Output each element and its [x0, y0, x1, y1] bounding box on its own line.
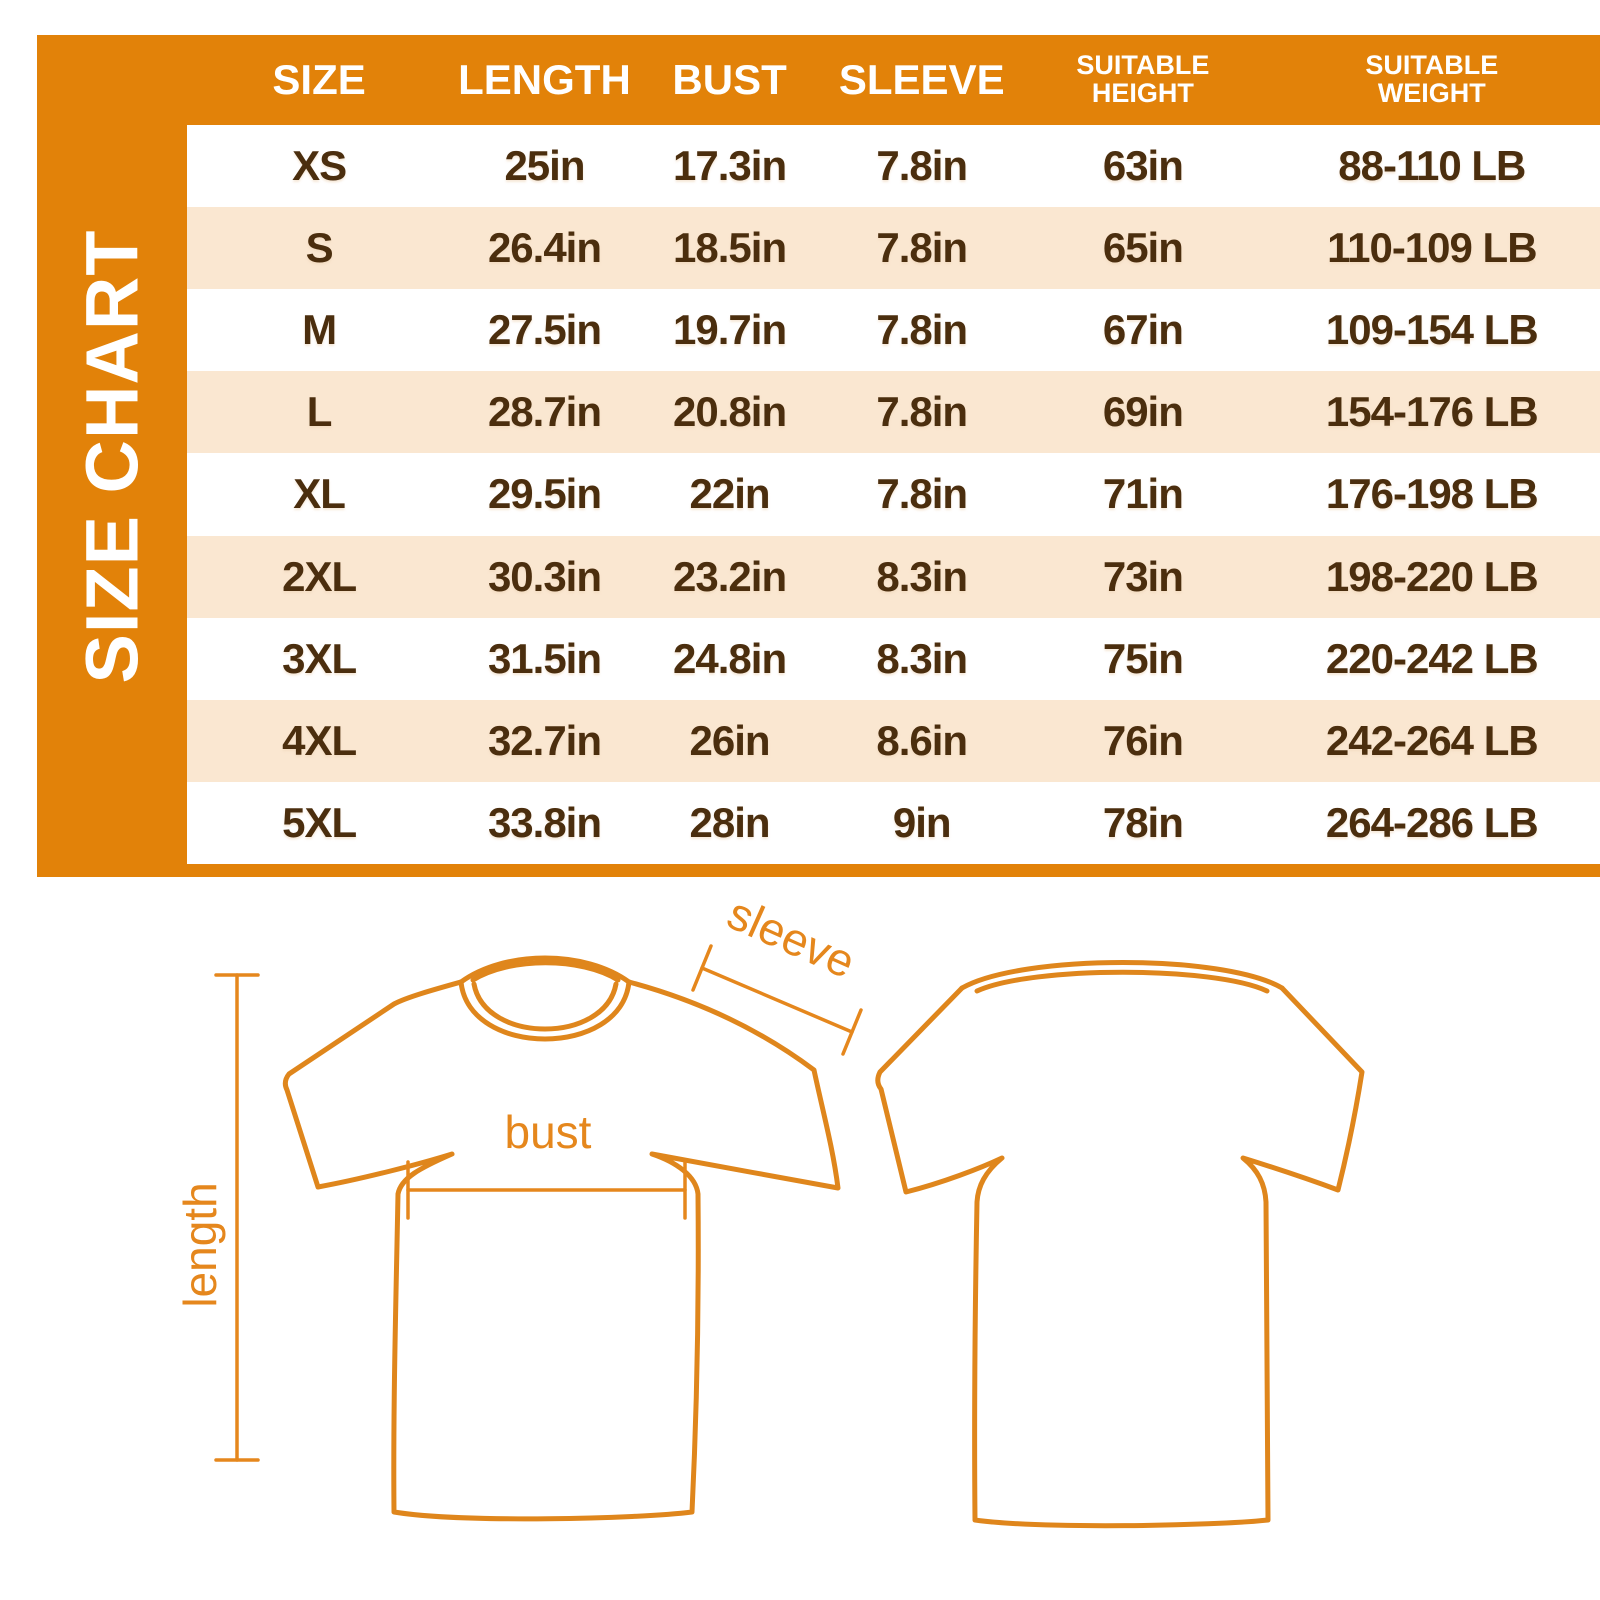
- column-header-suitable-height: SUITABLE HEIGHT: [1022, 52, 1264, 107]
- cell-sleeve: 8.6in: [876, 716, 968, 764]
- cell-bust: 17.3in: [673, 142, 787, 190]
- table-header-row: SIZE LENGTH BUST SLEEVE SUITABLE HEIGHT …: [187, 35, 1600, 125]
- cell-length: 31.5in: [487, 634, 602, 682]
- cell-length: 25in: [504, 142, 585, 190]
- tshirt-front-diagram: [282, 955, 841, 1522]
- cell-height: 69in: [1102, 388, 1184, 436]
- cell-weight: 220-242 LB: [1325, 634, 1539, 682]
- length-label: length: [174, 1182, 226, 1307]
- column-header-label: SUITABLE: [1365, 50, 1499, 81]
- sleeve-label: sleeve: [720, 900, 863, 988]
- table-row-s: S 26.4in 18.5in 7.8in 65in 110-109 LB: [187, 207, 1600, 290]
- cell-bust: 18.5in: [673, 224, 787, 272]
- cell-length: 26.4in: [487, 224, 602, 272]
- cell-size: 5XL: [282, 798, 357, 846]
- cell-sleeve: 7.8in: [876, 306, 968, 354]
- column-header-label: SUITABLE: [1076, 50, 1210, 81]
- cell-sleeve: 7.8in: [876, 224, 968, 272]
- table-row-l: L 28.7in 20.8in 7.8in 69in 154-176 LB: [187, 371, 1600, 454]
- cell-length: 29.5in: [487, 470, 602, 518]
- cell-sleeve: 9in: [892, 798, 952, 846]
- column-header-length: LENGTH: [451, 55, 638, 103]
- table-row-xs: XS 25in 17.3in 7.8in 63in 88-110 LB: [187, 125, 1600, 208]
- cell-height: 63in: [1102, 142, 1184, 190]
- cell-size: 4XL: [282, 716, 357, 764]
- column-header-label: SLEEVE: [838, 55, 1005, 103]
- cell-size: M: [302, 306, 337, 354]
- cell-weight: 154-176 LB: [1325, 388, 1539, 436]
- column-header-sleeve: SLEEVE: [821, 55, 1022, 103]
- cell-sleeve: 7.8in: [876, 388, 968, 436]
- cell-sleeve: 8.3in: [876, 552, 968, 600]
- column-header-label: SIZE: [272, 55, 366, 103]
- table-row-2xl: 2XL 30.3in 23.2in 8.3in 73in 198-220 LB: [187, 535, 1600, 618]
- cell-bust: 23.2in: [673, 552, 787, 600]
- cell-height: 75in: [1102, 634, 1184, 682]
- cell-length: 30.3in: [487, 552, 602, 600]
- size-chart-table: SIZE CHART SIZE LENGTH BUST SLEEVE SUITA…: [37, 35, 1600, 877]
- cell-size: 3XL: [282, 634, 357, 682]
- cell-bust: 22in: [689, 470, 771, 518]
- size-chart-sidebar: SIZE CHART: [37, 35, 187, 877]
- cell-sleeve: 7.8in: [876, 142, 968, 190]
- column-header-label: HEIGHT: [1091, 78, 1194, 108]
- table-row-5xl: 5XL 33.8in 28in 9in 78in 264-286 LB: [187, 781, 1600, 864]
- cell-bust: 26in: [689, 716, 771, 764]
- cell-weight: 109-154 LB: [1325, 306, 1539, 354]
- cell-weight: 110-109 LB: [1327, 224, 1537, 272]
- cell-bust: 19.7in: [673, 306, 787, 354]
- cell-weight: 198-220 LB: [1325, 552, 1539, 600]
- cell-height: 76in: [1102, 716, 1184, 764]
- cell-size: L: [306, 388, 333, 436]
- cell-weight: 264-286 LB: [1325, 798, 1539, 846]
- cell-size: XL: [293, 470, 346, 518]
- sidebar-title: SIZE CHART: [70, 229, 154, 683]
- cell-bust: 28in: [689, 798, 771, 846]
- cell-bust: 20.8in: [673, 388, 787, 436]
- column-header-label: LENGTH: [458, 55, 631, 103]
- column-header-bust: BUST: [638, 55, 822, 103]
- cell-bust: 24.8in: [673, 634, 787, 682]
- cell-height: 67in: [1102, 306, 1184, 354]
- cell-length: 33.8in: [487, 798, 602, 846]
- cell-size: 2XL: [282, 552, 357, 600]
- cell-size: S: [305, 224, 334, 272]
- cell-weight: 176-198 LB: [1325, 470, 1539, 518]
- table-row-4xl: 4XL 32.7in 26in 8.6in 76in 242-264 LB: [187, 699, 1600, 782]
- column-header-label: WEIGHT: [1377, 78, 1486, 108]
- cell-weight: 242-264 LB: [1325, 716, 1539, 764]
- cell-sleeve: 7.8in: [876, 470, 968, 518]
- bust-label: bust: [505, 1106, 592, 1158]
- tshirt-back-diagram: [875, 960, 1365, 1529]
- bust-measure: bust: [406, 1106, 687, 1220]
- cell-height: 73in: [1102, 552, 1184, 600]
- table-main: SIZE LENGTH BUST SLEEVE SUITABLE HEIGHT …: [187, 35, 1600, 864]
- cell-length: 32.7in: [487, 716, 602, 764]
- table-row-m: M 27.5in 19.7in 7.8in 67in 109-154 LB: [187, 289, 1600, 372]
- column-header-label: BUST: [672, 55, 787, 103]
- cell-length: 28.7in: [487, 388, 602, 436]
- cell-length: 27.5in: [487, 306, 602, 354]
- column-header-size: SIZE: [187, 55, 451, 103]
- tshirt-measure-diagram: length bust sleeve: [174, 900, 1365, 1529]
- cell-size: XS: [292, 142, 347, 190]
- table-body: XS 25in 17.3in 7.8in 63in 88-110 LB S 26…: [187, 125, 1600, 864]
- table-row-3xl: 3XL 31.5in 24.8in 8.3in 75in 220-242 LB: [187, 617, 1600, 700]
- length-measure: length: [174, 973, 260, 1462]
- cell-weight: 88-110 LB: [1338, 142, 1526, 190]
- cell-sleeve: 8.3in: [876, 634, 968, 682]
- cell-height: 71in: [1102, 470, 1184, 518]
- cell-height: 65in: [1102, 224, 1184, 272]
- cell-height: 78in: [1102, 798, 1184, 846]
- table-row-xl: XL 29.5in 22in 7.8in 71in 176-198 LB: [187, 453, 1600, 536]
- column-header-suitable-weight: SUITABLE WEIGHT: [1264, 52, 1600, 107]
